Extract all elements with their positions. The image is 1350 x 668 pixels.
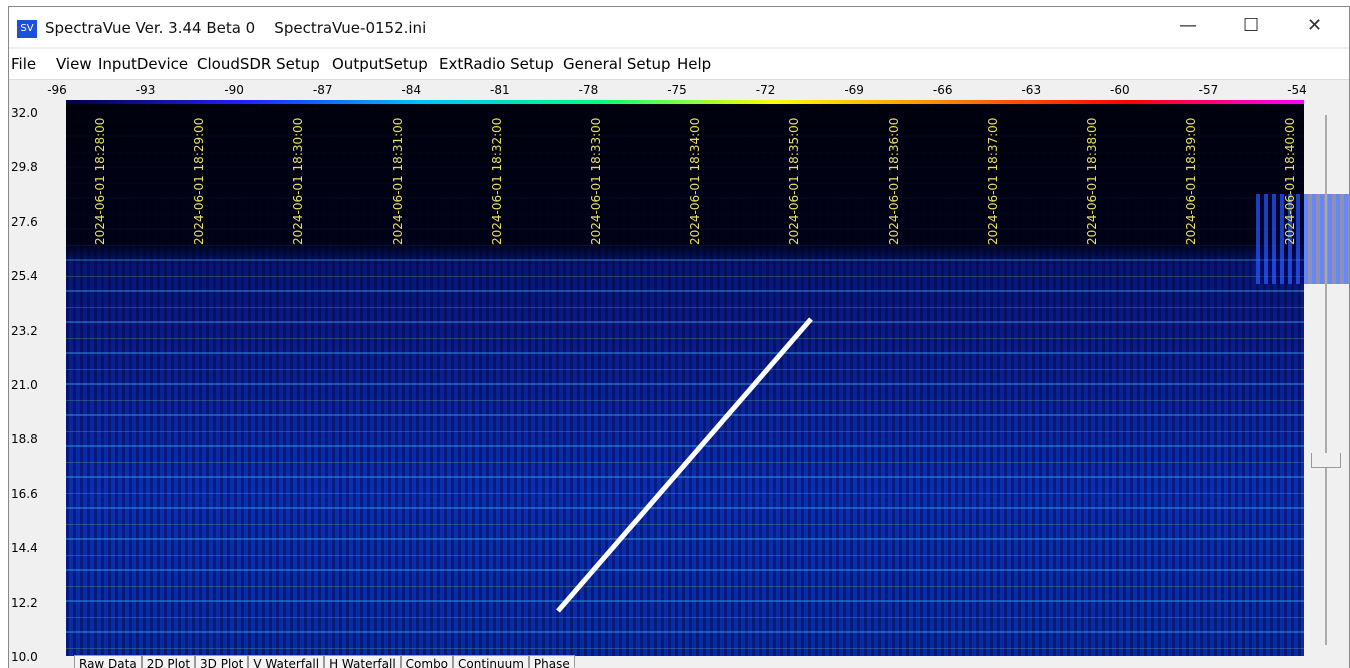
frequency-label: 32.0 [11,106,38,120]
menu-bar: File View InputDevice CloudSDR Setup OutputS… [9,49,1349,80]
timestamp-label: 2024-06-01 18:30:00 [291,118,305,245]
annotation-line [558,319,811,611]
timestamp-label: 2024-06-01 18:29:00 [192,118,206,245]
menu-item[interactable]: InputDevice [98,55,188,73]
close-button[interactable]: ✕ [1307,15,1322,36]
timestamp-label: 2024-06-01 18:33:00 [589,118,603,245]
timestamp-label: 2024-06-01 18:37:00 [986,118,1000,245]
color-scale-label: -63 [1021,83,1041,97]
tab[interactable]: V Waterfall [248,655,324,668]
tab[interactable]: 3D Plot [195,655,248,668]
frequency-label: 25.4 [11,269,38,283]
color-scale-label: -57 [1199,83,1219,97]
color-scale-label: -90 [224,83,244,97]
overlay [66,104,1304,656]
color-scale-label: -96 [47,83,67,97]
waterfall [66,104,1304,656]
tab[interactable]: Phase [529,655,575,668]
frequency-label: 29.8 [11,160,38,174]
menu-item[interactable]: General Setup [563,55,671,73]
tab[interactable]: 2D Plot [142,655,195,668]
timestamp-label: 2024-06-01 18:32:00 [490,118,504,245]
color-scale-label: -78 [579,83,599,97]
color-scale-label: -54 [1287,83,1307,97]
tab[interactable]: Combo [401,655,453,668]
timestamp-label: 2024-06-01 18:39:00 [1184,118,1198,245]
color-scale-label: -84 [401,83,421,97]
menu-item[interactable]: OutputSetup [332,55,428,73]
frequency-label: 23.2 [11,324,38,338]
scroll-track [1325,115,1327,645]
timestamp-label: 2024-06-01 18:40:00 [1283,118,1297,245]
tab[interactable]: Raw Data [74,655,142,668]
color-scale-label: -66 [933,83,953,97]
maximize-button[interactable]: ☐ [1243,15,1259,36]
menu-item[interactable]: Help [677,55,711,73]
tab[interactable]: Continuum [453,655,529,668]
color-scale-label: -93 [136,83,156,97]
menu-item[interactable]: File [11,55,36,73]
scroll-thumb[interactable] [1311,453,1341,468]
color-scale-label: -81 [490,83,510,97]
frequency-label: 18.8 [11,432,38,446]
minimize-button[interactable]: — [1179,15,1197,36]
title-bar: SV SpectraVue Ver. 3.44 Beta 0 SpectraVu… [9,7,1349,47]
timestamp-label: 2024-06-01 18:38:00 [1085,118,1099,245]
page: SV SpectraVue Ver. 3.44 Beta 0 SpectraVu… [0,0,1350,667]
frequency-label: 21.0 [11,378,38,392]
frequency-label: 16.6 [11,487,38,501]
color-scale-label: -69 [844,83,864,97]
timestamp-label: 2024-06-01 18:28:00 [93,118,107,245]
color-scale-label: -72 [756,83,776,97]
timestamp-label: 2024-06-01 18:35:00 [787,118,801,245]
color-scale-label: -87 [313,83,333,97]
timestamp-label: 2024-06-01 18:31:00 [391,118,405,245]
frequency-label: 14.4 [11,541,38,555]
frequency-label: 27.6 [11,215,38,229]
color-scale-label: -75 [667,83,687,97]
tab[interactable]: H Waterfall [324,655,401,668]
app-icon: SV [17,20,37,38]
color-scale-label: -60 [1110,83,1130,97]
frequency-label: 12.2 [11,596,38,610]
timestamp-label: 2024-06-01 18:34:00 [688,118,702,245]
frequency-label: 10.0 [11,650,38,664]
menu-item[interactable]: CloudSDR Setup [197,55,320,73]
menu-item[interactable]: View [56,55,92,73]
window-title: SpectraVue Ver. 3.44 Beta 0 SpectraVue-0… [45,19,426,37]
timestamp-label: 2024-06-01 18:36:00 [887,118,901,245]
app-window: SV SpectraVue Ver. 3.44 Beta 0 SpectraVu… [8,6,1350,668]
menu-item[interactable]: ExtRadio Setup [439,55,554,73]
